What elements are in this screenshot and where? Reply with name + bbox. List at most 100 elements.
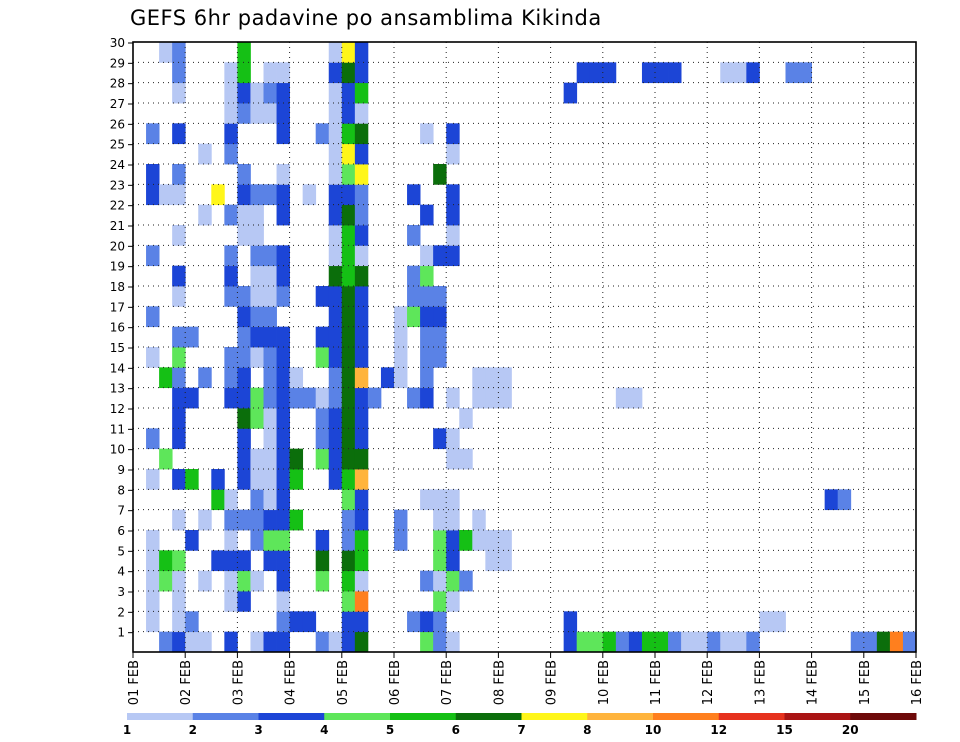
heatmap-cell — [237, 347, 251, 368]
heatmap-cell — [328, 225, 343, 246]
x-tick-label: 14 FEB — [806, 660, 821, 705]
heatmap-cell — [198, 143, 212, 165]
heatmap-cell — [250, 570, 264, 592]
heatmap-cell — [328, 184, 343, 206]
heatmap-cell — [641, 62, 656, 84]
heatmap-cell — [237, 570, 251, 592]
heatmap-cell — [250, 306, 264, 328]
heatmap-cell — [224, 530, 238, 551]
heatmap-cell — [263, 265, 277, 287]
heatmap-cell — [315, 326, 330, 348]
heatmap-cell — [433, 631, 447, 653]
heatmap-cell — [341, 265, 356, 287]
heatmap-cell — [237, 184, 251, 206]
heatmap-cell — [694, 631, 708, 653]
colorbar-swatch — [784, 713, 851, 720]
heatmap-cell — [354, 448, 369, 470]
chart-title: GEFS 6hr padavine po ansamblima Kikinda — [130, 6, 602, 30]
heatmap-cell — [263, 326, 277, 348]
heatmap-cell — [146, 530, 160, 551]
heatmap-cell — [341, 367, 356, 389]
heatmap-cell — [276, 123, 290, 145]
heatmap-cell — [602, 631, 617, 653]
heatmap-cell — [446, 225, 460, 246]
heatmap-cell — [668, 62, 682, 84]
heatmap-cell — [328, 245, 343, 267]
x-tick-label: 15 FEB — [858, 660, 873, 705]
heatmap-cell — [446, 530, 460, 551]
heatmap-cell — [276, 428, 290, 450]
heatmap-cell — [276, 326, 290, 348]
heatmap-cell — [354, 550, 369, 572]
heatmap-cell — [354, 408, 369, 429]
heatmap-cell — [302, 611, 317, 633]
heatmap-cell — [185, 469, 199, 490]
heatmap-cell — [172, 347, 186, 368]
x-tick-label: 03 FEB — [231, 660, 246, 705]
heatmap-cell — [354, 164, 369, 185]
heatmap-cell — [354, 143, 369, 165]
y-tick-label: 3 — [117, 585, 125, 599]
heatmap-cell — [341, 184, 356, 206]
x-tick-label: 11 FEB — [649, 660, 664, 705]
heatmap-cell — [485, 530, 499, 551]
heatmap-cell — [263, 489, 277, 511]
colorbar-swatch — [192, 713, 259, 720]
y-tick-label: 30 — [110, 36, 125, 50]
heatmap-cell — [276, 448, 290, 470]
heatmap-cell — [472, 509, 486, 531]
heatmap-cell — [224, 245, 238, 267]
heatmap-cell — [146, 469, 160, 490]
heatmap-cell — [420, 286, 434, 307]
heatmap-cell — [446, 489, 460, 511]
colorbar-tick-label: 6 — [452, 723, 460, 737]
heatmap-cell — [354, 570, 369, 592]
heatmap-cell — [276, 103, 290, 124]
heatmap-cell — [341, 408, 356, 429]
heatmap-cell — [446, 591, 460, 612]
heatmap-cell — [602, 62, 617, 84]
y-tick-label: 11 — [110, 422, 125, 436]
heatmap-cell — [146, 550, 160, 572]
heatmap-cell — [328, 306, 343, 328]
heatmap-cell — [420, 306, 434, 328]
heatmap-cell — [772, 611, 786, 633]
heatmap-cell — [341, 631, 356, 653]
heatmap-cell — [263, 530, 277, 551]
colorbar-swatch — [850, 713, 917, 720]
colorbar-tick-label: 7 — [517, 723, 525, 737]
heatmap-cell — [250, 326, 264, 348]
heatmap-cell — [159, 42, 173, 63]
heatmap-cell — [263, 245, 277, 267]
heatmap-cell — [172, 82, 186, 104]
heatmap-cell — [354, 62, 369, 84]
heatmap-cell — [172, 123, 186, 145]
heatmap-cell — [237, 204, 251, 226]
heatmap-cell — [198, 204, 212, 226]
heatmap-cell — [172, 326, 186, 348]
heatmap-cell — [850, 631, 865, 653]
heatmap-cell — [328, 164, 343, 185]
heatmap-cell — [289, 387, 304, 409]
colorbar-tick-label: 10 — [645, 723, 662, 737]
heatmap-cell — [459, 448, 473, 470]
heatmap-cell — [198, 367, 212, 389]
heatmap-cell — [250, 225, 264, 246]
x-tick-label: 13 FEB — [753, 660, 768, 705]
heatmap-cell — [380, 367, 395, 389]
heatmap-cell — [328, 367, 343, 389]
colorbar-tick-label: 12 — [710, 723, 727, 737]
heatmap-cell — [276, 82, 290, 104]
heatmap-cell — [172, 469, 186, 490]
colorbar-swatch — [653, 713, 720, 720]
y-tick-label: 24 — [110, 158, 125, 172]
heatmap-cell — [420, 347, 434, 368]
heatmap-cell — [172, 286, 186, 307]
heatmap-cell — [354, 530, 369, 551]
heatmap-cell — [211, 184, 225, 206]
heatmap-cell — [276, 367, 290, 389]
y-tick-label: 22 — [110, 199, 125, 213]
heatmap-cell — [420, 387, 434, 409]
heatmap-cell — [354, 469, 369, 490]
